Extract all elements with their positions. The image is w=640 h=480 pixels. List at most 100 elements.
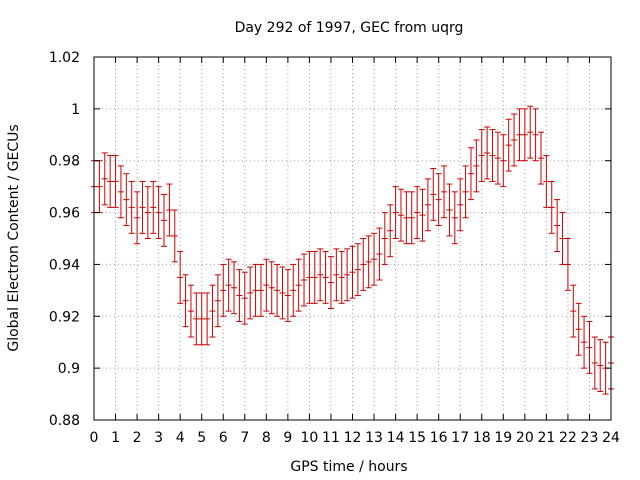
x-tick-label: 23 <box>581 430 599 446</box>
error-bar-point <box>306 250 313 304</box>
error-bar-point <box>134 191 141 245</box>
error-bar-point <box>360 238 367 291</box>
error-bar-point <box>322 250 329 304</box>
error-bar-point <box>101 152 108 206</box>
error-bar-point <box>500 134 507 188</box>
error-bar-point <box>430 167 437 221</box>
x-axis-label: GPS time / hours <box>290 459 407 475</box>
error-bar-point <box>107 155 114 208</box>
error-bar-point <box>408 191 415 245</box>
x-tick-label: 0 <box>90 430 99 446</box>
error-bar-point <box>279 266 286 320</box>
error-bar-point <box>586 320 593 374</box>
error-bar-point <box>597 339 604 392</box>
x-tick-label: 10 <box>301 430 319 446</box>
error-bar-point <box>333 248 340 302</box>
error-bar-point <box>117 165 124 219</box>
error-bar-point <box>268 261 275 315</box>
y-axis-label: Global Electron Content / GECUs <box>6 124 22 351</box>
y-tick-label: 0.96 <box>49 206 80 222</box>
x-tick-label: 16 <box>430 430 448 446</box>
error-bar-point <box>537 131 544 185</box>
error-bar-point <box>451 191 458 245</box>
x-tick-label: 21 <box>537 430 555 446</box>
error-bar-point <box>171 209 178 263</box>
x-tick-label: 22 <box>559 430 577 446</box>
error-bar-point <box>478 129 485 182</box>
x-tick-label: 20 <box>516 430 534 446</box>
error-bar-point <box>543 155 550 208</box>
error-bar-point <box>231 261 238 315</box>
error-bar-point <box>177 250 184 304</box>
error-bar-point <box>214 274 221 328</box>
error-bar-point <box>198 292 205 346</box>
error-bar-point <box>527 105 534 159</box>
error-bar-point <box>457 178 464 232</box>
error-bar-point <box>397 188 404 242</box>
error-bar-point <box>354 243 361 297</box>
x-tick-label: 6 <box>219 430 228 446</box>
error-bar-point <box>139 180 146 234</box>
error-bar-point <box>150 180 157 234</box>
error-bar-point <box>241 271 248 325</box>
grid-lines <box>94 57 611 420</box>
error-bar-point <box>182 274 189 328</box>
y-tick-label: 0.94 <box>49 257 80 273</box>
error-bar-point <box>575 302 582 356</box>
error-bar-point <box>311 250 318 304</box>
axis-ticks <box>93 56 612 421</box>
error-bar-point <box>414 186 421 239</box>
x-tick-label: 4 <box>176 430 185 446</box>
error-bar-point <box>371 232 378 286</box>
y-tick-label: 0.9 <box>58 361 80 377</box>
error-bar-point <box>494 131 501 185</box>
error-bar-point <box>290 263 297 317</box>
error-bar-point <box>327 256 334 310</box>
error-bar-point <box>295 258 302 312</box>
error-bar-point <box>123 173 130 227</box>
error-bar-point <box>144 186 151 239</box>
y-tick-label: 1.02 <box>49 50 80 66</box>
error-bar-point <box>532 108 539 162</box>
error-bar-point <box>187 284 194 338</box>
x-tick-label: 5 <box>197 430 206 446</box>
error-bar-point <box>446 183 453 237</box>
x-tick-label: 11 <box>322 430 340 446</box>
error-bar-point <box>570 284 577 338</box>
error-bar-point <box>96 160 103 214</box>
error-bar-point <box>193 292 200 346</box>
x-tick-label: 7 <box>240 430 249 446</box>
error-bar-point <box>247 266 254 320</box>
tick-labels: 0 1 2 3 4 5 6 7 8 9 10 11 12 13 14 15 16 17 18 19 20 21 22 23 24… <box>49 50 620 446</box>
error-bar-point <box>236 269 243 322</box>
x-tick-label: 13 <box>365 430 383 446</box>
error-bar-point <box>387 204 394 258</box>
error-bar-point <box>284 269 291 322</box>
error-bar-point <box>220 263 227 317</box>
error-bar-point <box>155 186 162 239</box>
error-bar-point <box>435 173 442 227</box>
x-tick-label: 14 <box>387 430 405 446</box>
error-bar-point <box>338 250 345 304</box>
error-bar-point <box>161 193 168 247</box>
error-bar-point <box>419 188 426 242</box>
y-tick-label: 1 <box>71 102 80 118</box>
error-bar-point <box>548 180 555 234</box>
x-tick-label: 12 <box>344 430 362 446</box>
x-tick-label: 2 <box>133 430 142 446</box>
error-bar-point <box>392 186 399 239</box>
error-bar-point <box>559 212 566 265</box>
x-tick-label: 17 <box>451 430 469 446</box>
error-bar-point <box>317 248 324 302</box>
error-bar-point <box>166 183 173 237</box>
error-bar-point <box>505 118 512 172</box>
error-bar-point <box>204 292 211 346</box>
x-tick-label: 18 <box>473 430 491 446</box>
error-bar-point <box>403 191 410 245</box>
error-bar-point <box>381 212 388 265</box>
x-tick-label: 24 <box>602 430 620 446</box>
error-bar-point <box>225 258 232 312</box>
error-bar-point <box>591 336 598 390</box>
error-bar-point <box>489 129 496 182</box>
error-bars <box>91 105 614 395</box>
